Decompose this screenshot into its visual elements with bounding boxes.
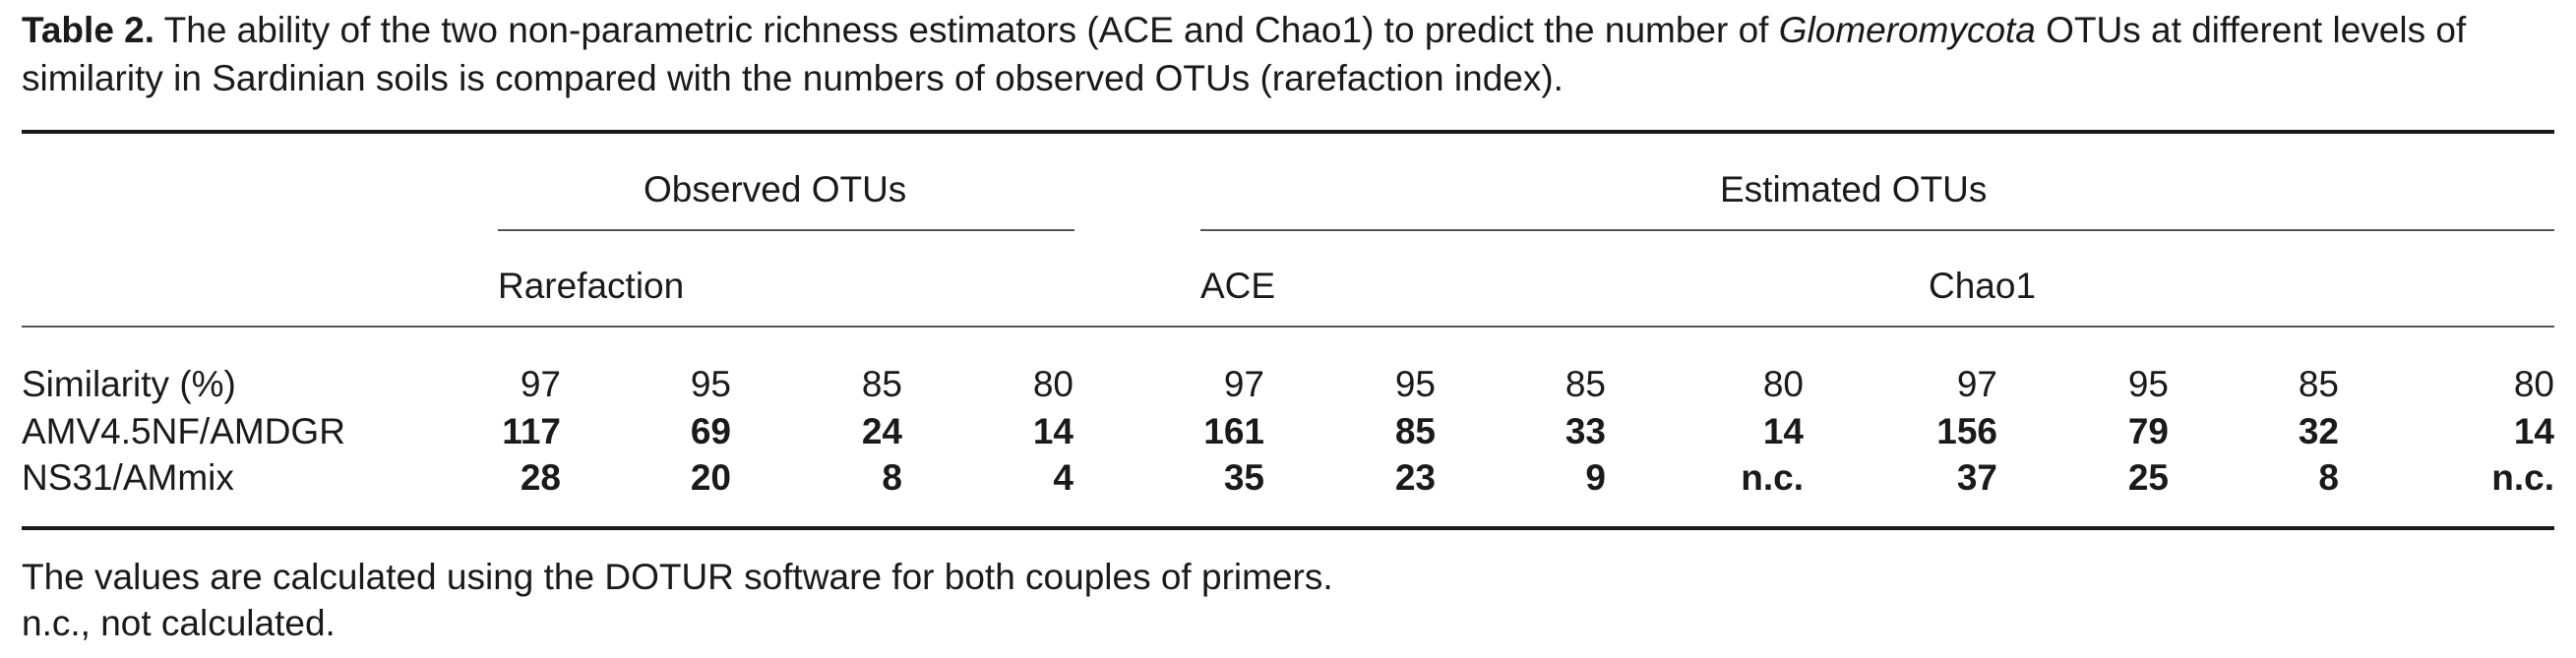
table-caption: Table 2. The ability of the two non-para… (22, 6, 2560, 102)
cell-amv-rare-95: 69 (690, 411, 731, 451)
cell-ns31-rare-80: 4 (1053, 457, 1073, 498)
cell-similarity-chao1-80: 80 (2513, 364, 2554, 404)
cell-amv-rare-80: 14 (1032, 411, 1073, 451)
row-label-similarity: Similarity (%) (22, 364, 236, 404)
cell-amv-rare-97: 117 (502, 411, 561, 451)
cell-similarity-rare-80: 80 (1032, 364, 1073, 404)
cell-ns31-ace-80: n.c. (1741, 457, 1804, 498)
cell-ns31-rare-85: 8 (882, 457, 902, 498)
cell-similarity-ace-97: 97 (1223, 364, 1264, 404)
cell-ns31-chao1-80: n.c. (2491, 457, 2554, 498)
cell-similarity-rare-85: 85 (861, 364, 902, 404)
cell-amv-rare-85: 24 (861, 411, 902, 451)
row-label-amv: AMV4.5NF/AMDGR (22, 411, 345, 451)
top-rule (22, 130, 2554, 134)
footnote-dotur: The values are calculated using the DOTU… (22, 557, 1333, 597)
cell-similarity-ace-80: 80 (1762, 364, 1804, 404)
cell-similarity-rare-95: 95 (690, 364, 731, 404)
cell-similarity-ace-95: 95 (1394, 364, 1436, 404)
footnote-nc: n.c., not calculated. (22, 603, 336, 643)
cell-amv-chao1-85: 32 (2298, 411, 2339, 451)
cell-similarity-rare-97: 97 (520, 364, 561, 404)
cell-similarity-ace-85: 85 (1564, 364, 1606, 404)
row-label-ns31: NS31/AMmix (22, 457, 234, 498)
cell-similarity-chao1-85: 85 (2298, 364, 2339, 404)
subheader-chao1: Chao1 (1929, 266, 2037, 306)
cell-amv-chao1-80: 14 (2513, 411, 2554, 451)
cell-amv-ace-80: 14 (1762, 411, 1804, 451)
observed-group-rule (498, 229, 1074, 231)
table-caption-text-end: OTUs at different levels of similarity i… (22, 10, 2467, 98)
cell-amv-ace-97: 161 (1203, 411, 1264, 451)
cell-ns31-rare-95: 20 (690, 457, 731, 498)
group-header-observed: Observed OTUs (644, 169, 907, 209)
cell-amv-ace-95: 85 (1394, 411, 1436, 451)
cell-ns31-chao1-97: 37 (1956, 457, 1997, 498)
cell-amv-ace-85: 33 (1564, 411, 1606, 451)
subheader-rarefaction: Rarefaction (498, 266, 685, 306)
cell-ns31-ace-95: 23 (1394, 457, 1436, 498)
table-caption-italic: Glomeromycota (1778, 10, 2036, 50)
cell-amv-chao1-95: 79 (2127, 411, 2169, 451)
header-bottom-rule (22, 326, 2554, 328)
cell-ns31-chao1-85: 8 (2318, 457, 2339, 498)
table-caption-text: The ability of the two non-parametric ri… (154, 10, 1779, 50)
cell-ns31-ace-97: 35 (1223, 457, 1264, 498)
estimated-group-rule (1200, 229, 2554, 231)
cell-ns31-ace-85: 9 (1585, 457, 1606, 498)
group-header-estimated: Estimated OTUs (1720, 169, 1988, 209)
cell-similarity-chao1-95: 95 (2127, 364, 2169, 404)
table-caption-label: Table 2. (22, 10, 155, 50)
cell-amv-chao1-97: 156 (1936, 411, 1997, 451)
cell-ns31-rare-97: 28 (520, 457, 561, 498)
subheader-ace: ACE (1200, 266, 1276, 306)
cell-ns31-chao1-95: 25 (2127, 457, 2169, 498)
cell-similarity-chao1-97: 97 (1956, 364, 1997, 404)
bottom-rule (22, 526, 2554, 530)
